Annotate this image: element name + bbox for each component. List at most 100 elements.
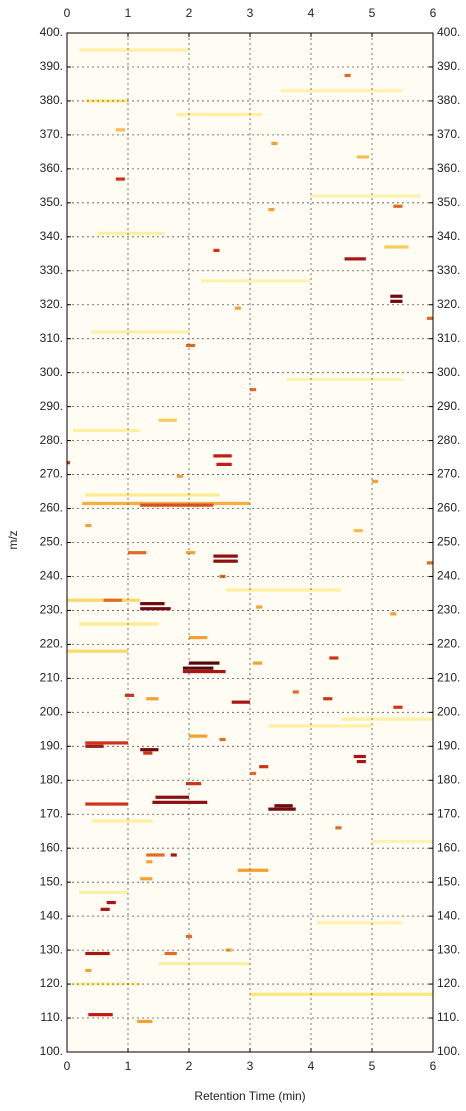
heat-streak bbox=[311, 194, 421, 198]
heat-streak bbox=[85, 741, 128, 745]
x-tick-label-top: 2 bbox=[186, 6, 193, 20]
y-tick-label-right: 130. bbox=[437, 942, 460, 956]
y-tick-label: 230. bbox=[40, 603, 63, 617]
heat-streak bbox=[253, 661, 263, 665]
y-tick-label: 390. bbox=[40, 59, 63, 73]
heat-streak bbox=[189, 636, 208, 640]
heat-streak bbox=[85, 802, 128, 806]
y-tick-label: 300. bbox=[40, 365, 63, 379]
y-tick-label: 250. bbox=[40, 535, 63, 549]
x-tick-label: 4 bbox=[308, 1059, 315, 1073]
heat-streak bbox=[268, 208, 275, 212]
heat-streak bbox=[158, 962, 250, 966]
heat-streak bbox=[140, 503, 214, 507]
heat-streak bbox=[250, 992, 433, 996]
heat-streak bbox=[67, 649, 128, 653]
y-tick-label: 260. bbox=[40, 501, 63, 515]
x-tick-label: 0 bbox=[64, 1059, 71, 1073]
heat-streak bbox=[268, 724, 372, 728]
heat-streak bbox=[185, 551, 196, 555]
y-tick-label-right: 370. bbox=[437, 127, 460, 141]
heat-streak bbox=[259, 765, 269, 769]
heat-streak bbox=[155, 795, 189, 799]
heat-streak bbox=[344, 73, 351, 78]
heat-streak bbox=[82, 501, 250, 506]
heat-streak bbox=[393, 705, 403, 709]
heat-streak bbox=[140, 607, 171, 611]
y-tick-label: 130. bbox=[40, 942, 63, 956]
y-tick-label-right: 180. bbox=[437, 772, 460, 786]
heat-streak bbox=[176, 474, 183, 478]
x-tick-label-top: 5 bbox=[369, 6, 376, 20]
heat-streak bbox=[231, 700, 250, 704]
y-tick-label-right: 110. bbox=[437, 1010, 459, 1024]
x-axis-title: Retention Time (min) bbox=[194, 1089, 305, 1103]
x-tick-label: 3 bbox=[247, 1059, 254, 1073]
y-tick-label-right: 250. bbox=[437, 535, 460, 549]
heat-streak bbox=[271, 141, 278, 145]
y-tick-label: 140. bbox=[40, 908, 63, 922]
y-tick-label-right: 310. bbox=[437, 331, 460, 345]
heat-streak bbox=[426, 561, 433, 565]
y-tick-label: 210. bbox=[40, 671, 63, 685]
heat-streak bbox=[124, 693, 135, 697]
heat-streak bbox=[225, 588, 342, 592]
heat-streak bbox=[356, 759, 366, 764]
y-tick-label-right: 220. bbox=[437, 637, 460, 651]
heat-streak bbox=[353, 529, 363, 533]
heat-streak bbox=[185, 343, 196, 348]
heat-streak bbox=[85, 493, 220, 497]
y-tick-label: 330. bbox=[40, 263, 63, 277]
heat-streak bbox=[85, 523, 92, 528]
y-tick-label: 350. bbox=[40, 195, 63, 209]
heat-streak bbox=[329, 656, 339, 660]
y-tick-label: 360. bbox=[40, 161, 63, 175]
heat-streak bbox=[115, 177, 125, 181]
x-tick-label: 5 bbox=[369, 1059, 376, 1073]
x-tick-label: 1 bbox=[125, 1059, 132, 1073]
heat-streak bbox=[341, 717, 433, 721]
y-tick-label-right: 390. bbox=[437, 59, 460, 73]
plot-frame bbox=[66, 32, 434, 1053]
heat-streak bbox=[140, 748, 159, 752]
y-tick-label-right: 330. bbox=[437, 263, 460, 277]
heat-streak bbox=[100, 907, 110, 911]
heat-streak bbox=[85, 99, 128, 103]
heat-streak bbox=[390, 294, 403, 298]
y-tick-label-right: 300. bbox=[437, 365, 460, 379]
y-tick-label: 220. bbox=[40, 637, 63, 651]
heat-streak bbox=[189, 661, 220, 665]
y-tick-label: 160. bbox=[40, 840, 63, 854]
heat-streak bbox=[137, 1019, 153, 1024]
heat-streak bbox=[128, 551, 147, 555]
y-tick-label-right: 160. bbox=[437, 840, 460, 854]
x-tick-label: 6 bbox=[430, 1059, 437, 1073]
heat-streak bbox=[88, 1013, 113, 1017]
y-tick-label-right: 320. bbox=[437, 297, 460, 311]
heat-streak bbox=[216, 462, 232, 466]
heat-streak bbox=[158, 418, 177, 422]
heat-streak bbox=[185, 934, 193, 939]
heat-streak bbox=[85, 744, 104, 748]
y-tick-label-right: 290. bbox=[437, 399, 460, 413]
heat-streak bbox=[390, 612, 397, 616]
y-tick-label-right: 280. bbox=[437, 433, 460, 447]
heat-streak bbox=[79, 48, 189, 52]
heat-streak bbox=[280, 89, 403, 93]
heat-streak bbox=[256, 605, 263, 609]
y-tick-label: 110. bbox=[41, 1010, 63, 1024]
y-tick-label: 120. bbox=[40, 976, 63, 990]
heat-streak bbox=[219, 737, 226, 742]
y-tick-label-right: 190. bbox=[437, 738, 460, 752]
y-tick-label-right: 230. bbox=[437, 603, 460, 617]
y-tick-label: 370. bbox=[40, 127, 63, 141]
heat-streak bbox=[146, 860, 153, 864]
y-tick-label-right: 170. bbox=[437, 806, 460, 820]
heat-streak bbox=[335, 826, 342, 830]
y-tick-label: 200. bbox=[40, 705, 63, 719]
y-tick-label: 280. bbox=[40, 433, 63, 447]
y-axis-title: m/z bbox=[6, 530, 20, 549]
heat-streak bbox=[356, 155, 369, 159]
heat-streak bbox=[67, 461, 71, 465]
